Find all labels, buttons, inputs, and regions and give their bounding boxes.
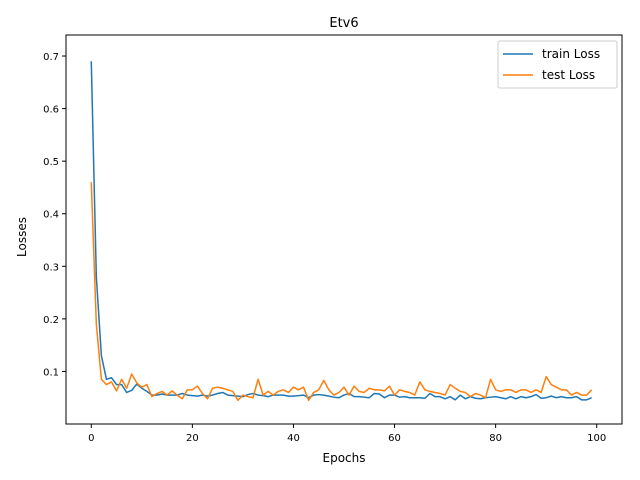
- legend-label-train-loss: train Loss: [542, 47, 600, 61]
- legend-box: [497, 40, 618, 89]
- x-tick-label: 100: [587, 433, 606, 444]
- y-axis-label: Losses: [15, 217, 29, 257]
- y-tick-label: 0.1: [43, 367, 59, 378]
- x-tick-label: 80: [489, 433, 502, 444]
- x-tick-label: 60: [388, 433, 401, 444]
- series-line-test-loss: [90, 182, 593, 402]
- series-line-train-loss: [90, 61, 592, 401]
- x-axis: 0 20 40 60 80 100: [88, 424, 606, 444]
- x-axis-label: Epochs: [323, 451, 366, 465]
- y-tick-label: 0.4: [43, 210, 59, 221]
- x-tick-label: 20: [186, 433, 199, 444]
- y-tick-label: 0.2: [43, 315, 59, 326]
- y-tick-label: 0.3: [43, 262, 59, 273]
- series-layer: [90, 61, 593, 402]
- legend: train Loss test Loss: [497, 40, 618, 89]
- x-tick-label: 0: [88, 433, 94, 444]
- plot-area: 0 20 40 60 80 100 0.1 0.2 0.3 0.4 0.5 0.6 0.7: [43, 34, 623, 444]
- plot-frame: [65, 34, 623, 425]
- legend-label-test-loss: test Loss: [542, 68, 595, 82]
- y-tick-label: 0.7: [43, 52, 59, 63]
- x-tick-label: 40: [287, 433, 300, 444]
- y-tick-label: 0.5: [43, 157, 59, 168]
- y-tick-label: 0.6: [43, 105, 59, 116]
- chart-title: Etv6: [329, 16, 358, 31]
- y-axis: 0.1 0.2 0.3 0.4 0.5 0.6 0.7: [43, 52, 66, 378]
